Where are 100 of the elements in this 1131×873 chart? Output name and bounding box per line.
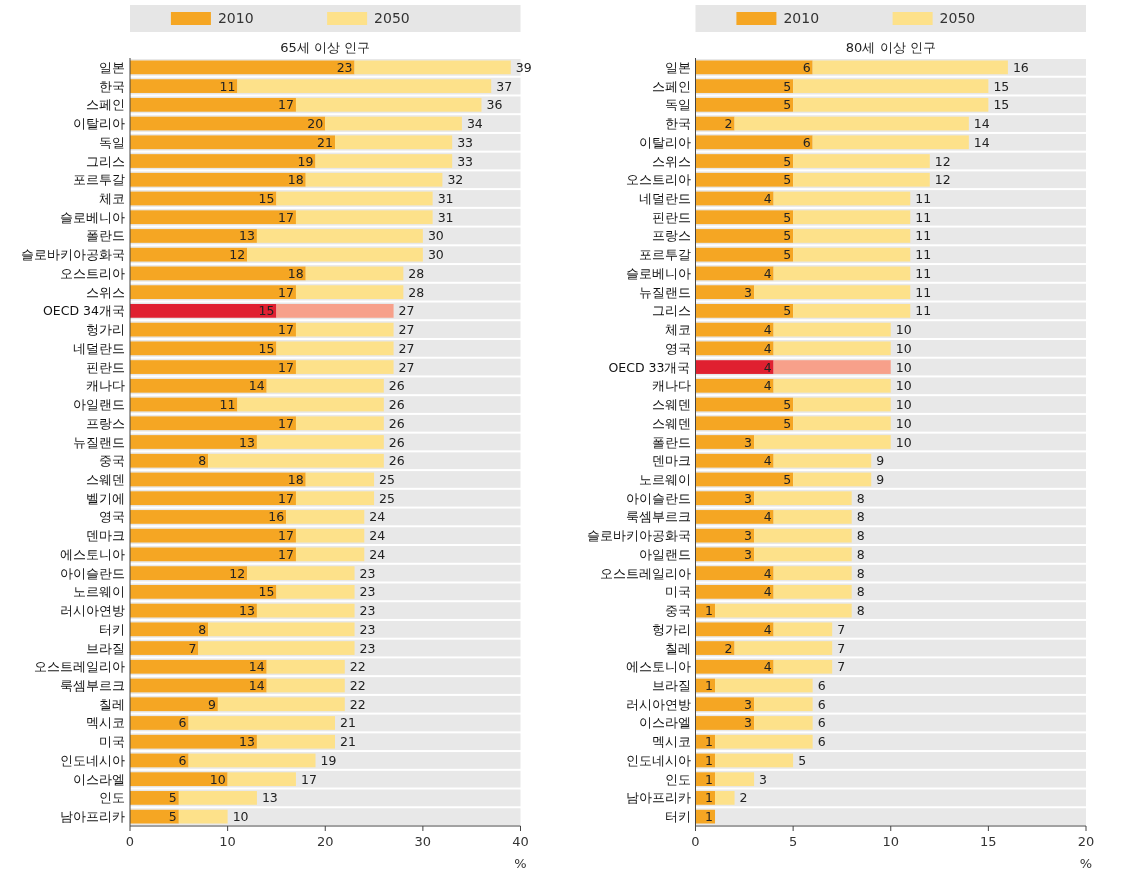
- bar: [286, 510, 365, 524]
- x-tick-label: 0: [125, 834, 135, 849]
- y-tick-label: 덴마크: [86, 528, 125, 544]
- total-label: 6: [817, 715, 826, 731]
- y-tick-label: 슬로바키아공화국: [21, 247, 125, 263]
- y-tick-label: 스페인: [86, 97, 125, 113]
- y-tick-label: 노르웨이: [73, 584, 125, 600]
- bar: [754, 547, 852, 562]
- legend-label: 2010: [217, 10, 254, 26]
- data-label: 4: [763, 378, 772, 394]
- y-tick-label: 인도네시아: [60, 752, 125, 768]
- bar: [773, 341, 891, 356]
- data-label: 15: [258, 340, 275, 356]
- data-label: 13: [239, 228, 255, 244]
- total-label: 8: [856, 509, 865, 525]
- y-tick-label: 캐나다: [651, 378, 691, 394]
- bar: [773, 322, 891, 337]
- y-tick-label: 인도: [99, 790, 125, 806]
- x-tick-label: 30: [414, 834, 432, 849]
- data-label: 14: [248, 678, 265, 694]
- y-tick-label: 오스트레일리아: [599, 565, 691, 581]
- y-tick-label: 덴마크: [651, 453, 691, 469]
- y-tick-label: OECD 34개국: [43, 303, 125, 319]
- legend-label: 2050: [374, 10, 410, 26]
- chart-title: 65세 이상 인구: [280, 40, 371, 55]
- bar: [773, 659, 833, 674]
- data-label: 3: [744, 528, 753, 544]
- data-label: 23: [336, 59, 353, 75]
- total-label: 22: [349, 696, 366, 712]
- bar: [773, 622, 833, 637]
- total-label: 17: [300, 771, 317, 787]
- bar: [217, 697, 345, 712]
- data-label: 18: [287, 172, 304, 188]
- y-tick-label: 체코: [664, 322, 691, 338]
- y-tick-label: 멕시코: [86, 715, 125, 731]
- bar: [695, 622, 774, 637]
- y-tick-label: 뉴질랜드: [73, 434, 125, 450]
- y-tick-label: 네덜란드: [638, 190, 691, 206]
- total-label: 26: [388, 453, 405, 469]
- chart-title: 80세 이상 인구: [845, 40, 936, 55]
- data-label: 5: [783, 415, 792, 431]
- bar: [695, 322, 774, 337]
- bar: [695, 641, 735, 655]
- bar: [793, 229, 911, 243]
- y-tick-label: 체코: [99, 190, 125, 206]
- total-label: 23: [359, 603, 376, 619]
- y-tick-label: 네덜란드: [73, 340, 125, 356]
- data-label: 5: [783, 303, 792, 319]
- data-label: 17: [278, 284, 294, 300]
- y-tick-label: 룩셈부르크: [60, 678, 125, 694]
- total-label: 15: [993, 78, 1010, 94]
- y-tick-label: 그리스: [651, 303, 691, 319]
- bar: [130, 603, 257, 618]
- bar: [295, 528, 365, 543]
- data-label: 5: [783, 78, 792, 94]
- bar: [695, 510, 774, 524]
- total-label: 10: [895, 359, 912, 375]
- bar: [695, 285, 755, 300]
- total-label: 11: [915, 228, 932, 244]
- y-tick-label: 뉴질랜드: [638, 284, 691, 300]
- total-label: 8: [856, 546, 865, 562]
- bar: [130, 716, 189, 730]
- data-label: 5: [783, 471, 792, 487]
- data-label: 14: [248, 659, 265, 675]
- total-label: 28: [408, 265, 425, 281]
- bar: [695, 453, 774, 468]
- data-label: 17: [278, 528, 294, 544]
- y-tick-label: 프랑스: [651, 228, 691, 244]
- y-tick-label: 브라질: [86, 640, 125, 656]
- x-tick-label: 20: [316, 834, 334, 849]
- bar: [247, 566, 355, 580]
- data-label: 9: [207, 696, 216, 712]
- total-label: 11: [915, 247, 932, 263]
- data-label: 5: [783, 97, 792, 113]
- data-label: 5: [783, 247, 792, 263]
- y-tick-label: 핀란드: [651, 209, 691, 225]
- total-label: 8: [856, 584, 865, 600]
- data-label: 5: [783, 153, 792, 169]
- y-tick-label: 남아프리카: [60, 809, 125, 825]
- total-label: 33: [457, 134, 474, 150]
- data-label: 3: [744, 546, 753, 562]
- y-tick-label: 프랑스: [86, 415, 125, 431]
- data-label: 8: [198, 621, 207, 637]
- bar: [793, 416, 891, 431]
- y-tick-label: 스웨덴: [651, 397, 691, 413]
- data-label: 5: [168, 790, 177, 806]
- data-label: 4: [763, 359, 772, 375]
- bar: [695, 247, 794, 262]
- total-label: 36: [486, 97, 503, 113]
- bar: [715, 772, 755, 787]
- data-label: 20: [307, 116, 324, 132]
- data-label: 4: [763, 453, 772, 469]
- total-label: 10: [232, 809, 249, 825]
- bar: [695, 566, 774, 580]
- total-label: 30: [427, 228, 444, 244]
- total-label: 5: [798, 752, 807, 768]
- y-tick-label: 에스토니아: [60, 546, 125, 562]
- y-tick-label: 남아프리카: [625, 790, 691, 806]
- data-label: 1: [705, 678, 714, 694]
- y-tick-label: 오스트레일리아: [34, 659, 125, 675]
